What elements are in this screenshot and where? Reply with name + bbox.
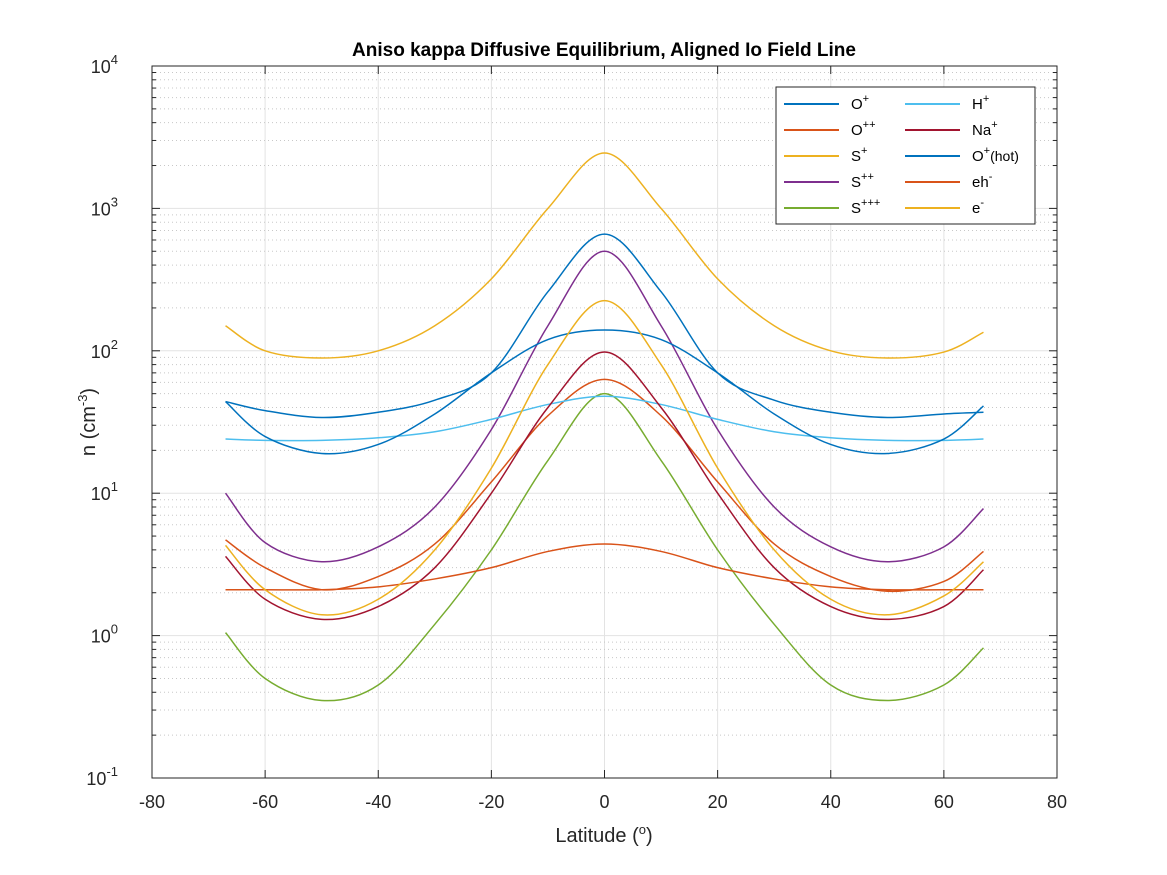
y-tick-labels: 10-1 100 101 102 103 104 xyxy=(86,52,118,789)
series-line-6 xyxy=(224,351,984,621)
legend-label: O+(hot) xyxy=(972,145,1019,165)
series-layer xyxy=(224,152,984,702)
legend-label: Na+ xyxy=(972,119,998,139)
legend-item: O+(hot) xyxy=(905,145,1019,165)
x-tick-label: 40 xyxy=(821,792,841,812)
series-line-3 xyxy=(224,250,984,563)
ticks xyxy=(151,65,1058,779)
legend-label: O+ xyxy=(851,93,869,113)
y-tick-label: 101 xyxy=(91,479,118,504)
grid xyxy=(151,65,1058,779)
legend-label: eh- xyxy=(972,171,993,191)
legend-label: S++ xyxy=(851,171,874,191)
legend-item: O+ xyxy=(784,93,869,113)
legend-item: H+ xyxy=(905,93,989,113)
y-tick-label: 100 xyxy=(91,622,118,647)
y-axis-label: n (cm-3) xyxy=(75,388,100,456)
legend-item: S+++ xyxy=(784,197,880,217)
series-line-5 xyxy=(225,395,984,442)
legend-label: O++ xyxy=(851,119,876,139)
legend-label: S+++ xyxy=(851,197,880,217)
x-tick-label: 60 xyxy=(934,792,954,812)
legend-label: S+ xyxy=(851,145,867,165)
y-tick-label: 102 xyxy=(91,337,118,362)
legend-item: e- xyxy=(905,197,984,217)
series-line-9 xyxy=(224,299,984,616)
series-line-1 xyxy=(225,378,984,593)
y-tick-label: 10-1 xyxy=(86,764,118,789)
x-tick-label: 0 xyxy=(599,792,609,812)
x-tick-label: -20 xyxy=(478,792,504,812)
x-tick-label: 20 xyxy=(708,792,728,812)
x-tick-label: -60 xyxy=(252,792,278,812)
legend-item: Na+ xyxy=(905,119,998,139)
x-tick-label: 80 xyxy=(1047,792,1067,812)
x-tick-label: -40 xyxy=(365,792,391,812)
series-line-8 xyxy=(225,543,984,591)
legend: O+ O++ S+ S++ S+++ H+ Na+ O+(hot) eh-e- xyxy=(775,86,1036,225)
x-axis-label: Latitude (o) xyxy=(555,822,652,847)
y-tick-label: 103 xyxy=(91,194,118,219)
series-line-4 xyxy=(224,392,984,702)
legend-item: O++ xyxy=(784,119,876,139)
legend-item: S+ xyxy=(784,145,867,165)
series-line-7 xyxy=(225,329,984,455)
y-tick-label: 104 xyxy=(91,52,118,77)
series-line-2 xyxy=(225,152,984,359)
x-tick-label: -80 xyxy=(139,792,165,812)
series-line-0 xyxy=(225,233,984,419)
legend-label: e- xyxy=(972,197,984,217)
x-tick-labels: -80 -60 -40 -20 0 20 40 60 80 xyxy=(139,792,1067,812)
legend-label: H+ xyxy=(972,93,989,113)
legend-item: S++ xyxy=(784,171,874,191)
chart-title: Aniso kappa Diffusive Equilibrium, Align… xyxy=(352,40,856,61)
legend-item: eh- xyxy=(905,171,993,191)
